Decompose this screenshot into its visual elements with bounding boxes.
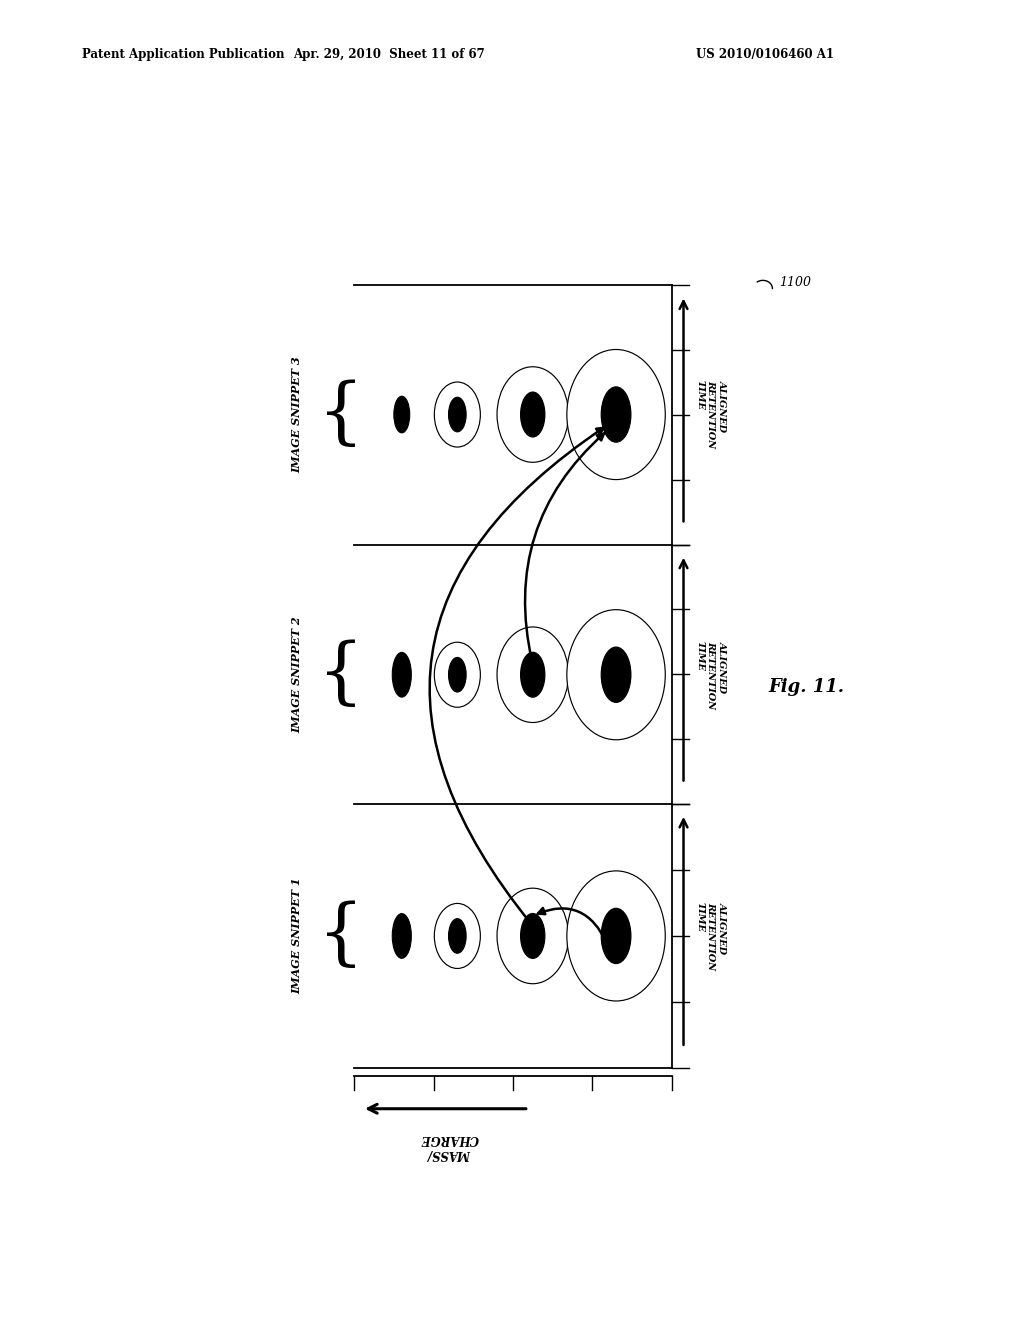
Ellipse shape (434, 643, 480, 708)
Text: MASS/
CHARGE: MASS/ CHARGE (420, 1133, 478, 1160)
Ellipse shape (567, 350, 666, 479)
Ellipse shape (497, 627, 568, 722)
Ellipse shape (449, 657, 466, 692)
Ellipse shape (591, 374, 641, 455)
Text: {: { (317, 379, 364, 450)
Ellipse shape (440, 909, 474, 962)
Ellipse shape (601, 908, 631, 964)
Text: ALIGNED
RETENTION
TIME: ALIGNED RETENTION TIME (695, 640, 727, 709)
Ellipse shape (511, 642, 554, 709)
Ellipse shape (583, 887, 649, 985)
Ellipse shape (440, 648, 474, 701)
Ellipse shape (567, 610, 666, 739)
Text: US 2010/0106460 A1: US 2010/0106460 A1 (696, 48, 835, 61)
Ellipse shape (591, 634, 641, 715)
Ellipse shape (520, 652, 545, 697)
Ellipse shape (504, 895, 561, 977)
Ellipse shape (497, 367, 568, 462)
Text: {: { (317, 900, 364, 972)
Text: 1100: 1100 (779, 276, 811, 289)
Ellipse shape (574, 879, 657, 993)
Ellipse shape (520, 913, 545, 958)
Ellipse shape (449, 397, 466, 432)
Ellipse shape (440, 388, 474, 441)
Ellipse shape (392, 913, 412, 958)
Ellipse shape (434, 903, 480, 969)
Text: {: { (317, 639, 364, 710)
Text: ALIGNED
RETENTION
TIME: ALIGNED RETENTION TIME (695, 902, 727, 970)
Text: IMAGE SNIPPET 1: IMAGE SNIPPET 1 (292, 878, 302, 994)
FancyArrowPatch shape (430, 428, 603, 924)
Ellipse shape (434, 381, 480, 447)
Ellipse shape (520, 392, 545, 437)
Ellipse shape (392, 652, 412, 697)
Ellipse shape (591, 895, 641, 977)
Text: IMAGE SNIPPET 2: IMAGE SNIPPET 2 (292, 616, 302, 733)
Text: IMAGE SNIPPET 3: IMAGE SNIPPET 3 (292, 356, 302, 473)
Ellipse shape (511, 903, 554, 969)
FancyArrowPatch shape (538, 908, 607, 944)
Text: Apr. 29, 2010  Sheet 11 of 67: Apr. 29, 2010 Sheet 11 of 67 (293, 48, 485, 61)
Ellipse shape (574, 618, 657, 731)
Text: Fig. 11.: Fig. 11. (769, 678, 845, 696)
Ellipse shape (583, 626, 649, 723)
Text: Patent Application Publication: Patent Application Publication (82, 48, 285, 61)
Ellipse shape (567, 871, 666, 1001)
Ellipse shape (394, 396, 410, 433)
Text: ALIGNED
RETENTION
TIME: ALIGNED RETENTION TIME (695, 380, 727, 449)
Ellipse shape (504, 374, 561, 455)
Ellipse shape (601, 647, 631, 702)
Ellipse shape (497, 888, 568, 983)
Ellipse shape (583, 366, 649, 463)
Ellipse shape (574, 358, 657, 471)
Ellipse shape (449, 919, 466, 953)
Ellipse shape (511, 381, 554, 447)
Ellipse shape (601, 387, 631, 442)
Ellipse shape (504, 634, 561, 715)
FancyArrowPatch shape (525, 433, 604, 661)
